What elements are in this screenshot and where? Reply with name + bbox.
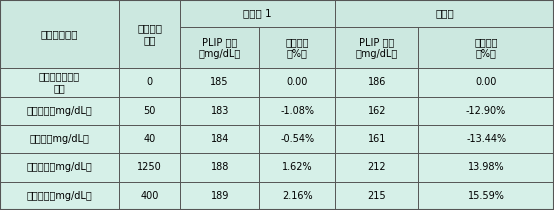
Text: 甘油三酯（mg/dL）: 甘油三酯（mg/dL） [27,163,93,172]
Bar [418,125,554,153]
Bar [335,125,418,153]
Bar [418,182,554,210]
Text: -12.90%: -12.90% [466,106,506,116]
Bar [180,27,259,68]
Bar [180,153,259,182]
Text: 183: 183 [211,106,229,116]
Bar [0,125,119,153]
Bar [0,68,119,97]
Text: 189: 189 [211,191,229,201]
Text: 0: 0 [146,77,153,87]
Text: PLIP 均值
（mg/dL）: PLIP 均值 （mg/dL） [356,37,398,59]
Bar [119,68,180,97]
Bar [180,68,259,97]
Bar [180,182,259,210]
Text: 血红蛋白（mg/dL）: 血红蛋白（mg/dL） [27,191,93,201]
Text: 0.00: 0.00 [286,77,308,87]
Text: -13.44%: -13.44% [466,134,506,144]
Bar [418,97,554,125]
Text: 185: 185 [211,77,229,87]
Text: 188: 188 [211,163,229,172]
Text: 1.62%: 1.62% [282,163,312,172]
Bar [119,182,180,210]
Text: 50: 50 [143,106,156,116]
Bar [335,97,418,125]
Text: 40: 40 [143,134,156,144]
Bar [259,153,335,182]
Bar [418,27,554,68]
Bar [335,182,418,210]
Text: 1250: 1250 [137,163,162,172]
Bar [0,182,119,210]
Bar [0,97,119,125]
Bar [335,68,418,97]
Text: -0.54%: -0.54% [280,134,314,144]
Bar [119,125,180,153]
Bar [259,68,335,97]
Text: -1.08%: -1.08% [280,106,314,116]
Text: 2.16%: 2.16% [282,191,312,201]
Text: 161: 161 [367,134,386,144]
Bar [0,0,119,68]
Text: 215: 215 [367,191,386,201]
Text: 相对偏差
（%）: 相对偏差 （%） [285,37,309,59]
Text: 400: 400 [140,191,159,201]
Text: PLIP 均值
（mg/dL）: PLIP 均值 （mg/dL） [198,37,241,59]
Text: 对照组: 对照组 [435,9,454,19]
Text: 0.00: 0.00 [475,77,497,87]
Text: 无干扰物（对照
组）: 无干扰物（对照 组） [39,72,80,93]
Bar [180,0,335,27]
Text: 162: 162 [367,106,386,116]
Bar [418,68,554,97]
Bar [0,153,119,182]
Bar [259,182,335,210]
Bar [259,27,335,68]
Text: 胆红素（mg/dL）: 胆红素（mg/dL） [29,134,90,144]
Text: 15.59%: 15.59% [468,191,505,201]
Bar [119,97,180,125]
Text: 186: 186 [367,77,386,87]
Text: 13.98%: 13.98% [468,163,505,172]
Text: 212: 212 [367,163,386,172]
Text: 抗坏血酸（mg/dL）: 抗坏血酸（mg/dL） [27,106,93,116]
Bar [335,153,418,182]
Bar [180,125,259,153]
Text: 干扰物质种类: 干扰物质种类 [41,29,78,39]
Bar [418,153,554,182]
Bar [119,153,180,182]
Bar [335,27,418,68]
Bar [335,0,554,27]
Bar [259,125,335,153]
Bar [180,97,259,125]
Text: 184: 184 [211,134,229,144]
Text: 实施例 1: 实施例 1 [243,9,272,19]
Text: 相对偏差
（%）: 相对偏差 （%） [474,37,498,59]
Text: 干扰物质
浓度: 干扰物质 浓度 [137,23,162,45]
Bar [259,97,335,125]
Bar [119,0,180,68]
